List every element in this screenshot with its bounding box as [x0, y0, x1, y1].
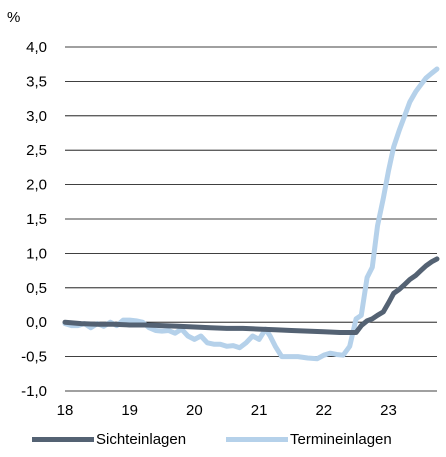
y-tick-label: 0,5	[26, 280, 47, 297]
y-tick-label: 4,0	[26, 39, 47, 56]
y-tick-label: 3,5	[26, 73, 47, 90]
legend-item-termineinlagen: Termineinlagen	[226, 428, 392, 450]
y-axis-ticks: 4,0 3,5 3,0 2,5 2,0 1,5 1,0 0,5 0,0 -0,5 -1,0	[21, 39, 47, 400]
x-axis-ticks: 18 19 20 21 22 23	[57, 402, 397, 419]
legend-item-sichteinlagen: Sichteinlagen	[32, 428, 186, 450]
legend-swatch-termineinlagen	[226, 436, 288, 442]
y-tick-label: 2,5	[26, 142, 47, 159]
x-tick-label: 21	[251, 402, 268, 419]
x-tick-label: 22	[315, 402, 332, 419]
y-tick-label: 1,5	[26, 211, 47, 228]
series-line-termineinlagen	[62, 66, 440, 362]
y-tick-label: 1,0	[26, 245, 47, 262]
x-tick-label: 20	[186, 402, 203, 419]
y-tick-label: 0,0	[26, 314, 47, 331]
legend-label-termineinlagen: Termineinlagen	[290, 430, 392, 448]
y-tick-label: -0,5	[21, 349, 47, 366]
series-line-sichteinlagen	[62, 256, 440, 335]
legend-swatch-sichteinlagen	[32, 436, 94, 442]
y-tick-label: 2,0	[26, 177, 47, 194]
y-tick-label: 3,0	[26, 108, 47, 125]
y-tick-label: -1,0	[21, 383, 47, 400]
x-tick-label: 18	[57, 402, 74, 419]
legend: Sichteinlagen Termineinlagen	[0, 428, 446, 450]
x-tick-label: 23	[380, 402, 397, 419]
legend-label-sichteinlagen: Sichteinlagen	[96, 430, 187, 448]
series-lines	[62, 66, 440, 362]
x-tick-label: 19	[121, 402, 138, 419]
line-chart: % 4,0 3,5 3,0 2,5 2,0 1,5 1,0 0,5 0,0 -0,5 -1,0 18…	[7, 9, 440, 419]
gridlines	[65, 46, 437, 392]
y-unit-label: %	[7, 9, 20, 26]
